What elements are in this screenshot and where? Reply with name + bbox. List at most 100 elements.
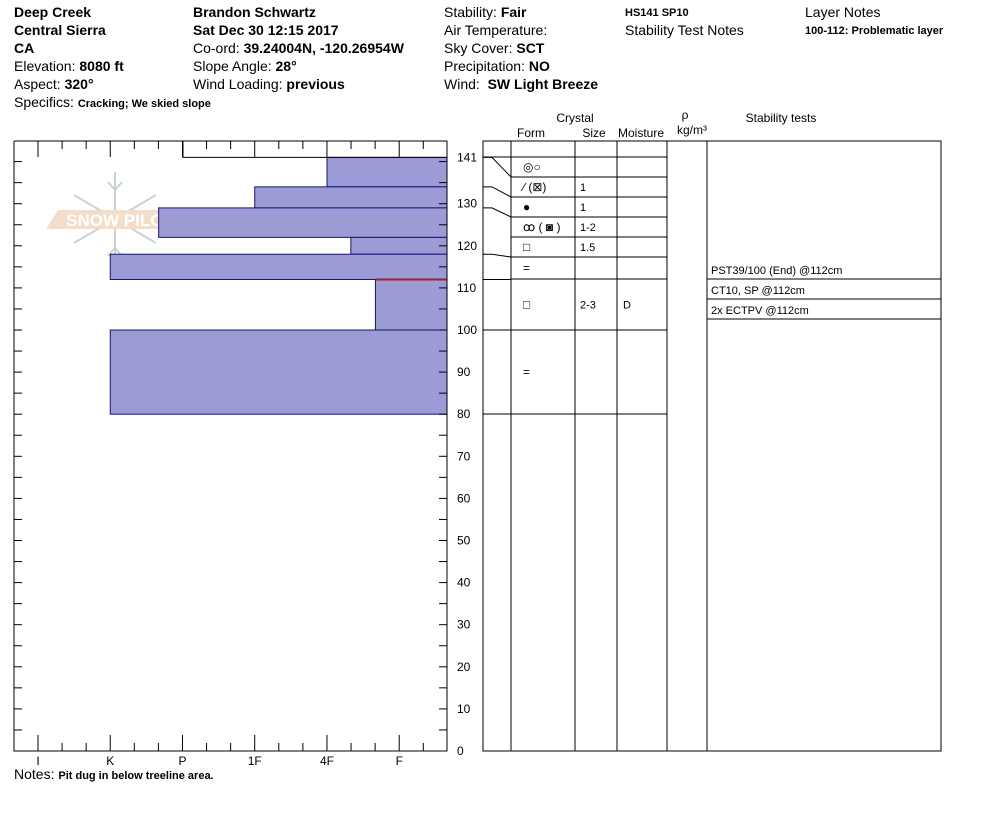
depth-tick-label: 141	[457, 150, 477, 164]
crystal-form: ●	[523, 200, 530, 214]
aspect-value: 320°	[64, 76, 94, 92]
density-symbol: ρ	[682, 108, 689, 122]
hs-sp: HS141 SP10	[625, 7, 689, 19]
stability-test-notes-label: Stability Test Notes	[625, 22, 744, 38]
crystal-form: ꝏ ( ◙ )	[523, 220, 560, 234]
notes: Notes: Pit dug in below treeline area.	[14, 765, 214, 785]
wind-value: SW Light Breeze	[487, 76, 599, 92]
table-header: Crystal Form Size Moisture ρ kg/m³ Stabi…	[517, 108, 816, 140]
hardness-tick-label: F	[396, 754, 403, 768]
hardness-layer-bar	[326, 156, 448, 188]
coord: Co-ord: 39.24004N, -120.26954W	[193, 39, 404, 57]
depth-tick-label: 30	[457, 618, 471, 632]
wind-loading-value: previous	[286, 76, 345, 92]
notes-value: Pit dug in below treeline area.	[58, 770, 214, 782]
crystal-form: ∕ (⊠)	[520, 180, 546, 194]
precip-value: NO	[528, 58, 550, 74]
hardness-layer-bar	[158, 207, 448, 238]
moisture-header: Moisture	[618, 126, 664, 140]
crystal-form: =	[523, 261, 530, 275]
specifics-value: Cracking; We skied slope	[77, 98, 211, 110]
state: CA	[14, 40, 35, 56]
stability-test-result: 2x ECTPV @112cm	[711, 305, 809, 317]
layer-connector-line	[483, 207, 512, 218]
hardness-layer-bar	[109, 253, 448, 280]
wind-loading-label: Wind Loading:	[193, 76, 283, 92]
wind-loading: Wind Loading: previous	[193, 75, 345, 93]
depth-tick-label: 10	[457, 702, 471, 716]
crystal-form: □	[523, 298, 530, 312]
crystal-size: 1	[580, 202, 586, 214]
stability-label: Stability:	[444, 4, 497, 20]
depth-tick-label: 130	[457, 197, 477, 211]
specifics: Specifics: Cracking; We skied slope	[14, 93, 211, 113]
crystal-size: 1-2	[580, 222, 596, 234]
stability-test-result: CT10, SP @112cm	[711, 285, 805, 297]
precip-label: Precipitation:	[444, 58, 525, 74]
depth-tick-label: 120	[457, 239, 477, 253]
hardness-layer-bar	[254, 186, 448, 209]
density-unit: kg/m³	[677, 123, 707, 137]
depth-tick-label: 90	[457, 365, 471, 379]
aspect-label: Aspect:	[14, 76, 61, 92]
location: Deep Creek	[14, 4, 92, 20]
elevation-value: 8080 ft	[79, 58, 124, 74]
profile-table-frame	[482, 140, 942, 752]
hardness-layer-bar	[350, 236, 448, 255]
stability-value: Fair	[500, 4, 527, 20]
depth-tick-label: 20	[457, 660, 471, 674]
depth-tick-label: 80	[457, 407, 471, 421]
depth-tick-label: 110	[457, 281, 476, 295]
hardness-tick-label: 4F	[320, 754, 334, 768]
specifics-label: Specifics:	[14, 94, 74, 110]
slope-value: 28°	[275, 58, 297, 74]
layer-notes: 100-112: Problematic layer	[805, 25, 944, 37]
crystal-moisture: D	[623, 300, 631, 312]
stability-test-result: PST39/100 (End) @112cm	[711, 265, 842, 277]
notes-label: Notes:	[14, 766, 55, 782]
crystal-form: ◎○	[523, 160, 541, 174]
crystal-size: 1.5	[580, 242, 595, 254]
depth-tick-label: 0	[457, 744, 464, 758]
air-temperature-label: Air Temperature:	[444, 22, 548, 38]
aspect: Aspect: 320°	[14, 75, 94, 93]
depth-tick-label: 60	[457, 491, 471, 505]
hardness-layer-bar	[109, 329, 448, 415]
hardness-tick-label: I	[36, 754, 39, 768]
depth-tick-label: 100	[457, 323, 477, 337]
elevation-label: Elevation:	[14, 58, 76, 74]
hardness-tick-label: 1F	[248, 754, 262, 768]
crystal-form: □	[523, 240, 530, 254]
crystal-size: 2-3	[580, 300, 596, 312]
crystal-header: Crystal	[556, 111, 593, 125]
sky-value: SCT	[516, 40, 545, 56]
layer-connector-line	[483, 156, 512, 178]
depth-tick-label: 50	[457, 534, 471, 548]
elevation: Elevation: 8080 ft	[14, 57, 124, 75]
logo-text: SNOW PILOT	[66, 211, 174, 230]
wind-label: Wind:	[444, 76, 480, 92]
coord-label: Co-ord:	[193, 40, 240, 56]
hardness-layer-bar	[374, 278, 448, 331]
size-header: Size	[582, 126, 606, 140]
layer-connector-line	[483, 186, 512, 198]
hardness-tick-label: P	[178, 754, 186, 768]
form-header: Form	[517, 126, 545, 140]
slope-angle: Slope Angle: 28°	[193, 57, 297, 75]
precipitation: Precipitation: NO	[444, 57, 550, 75]
layer-notes-label: Layer Notes	[805, 4, 881, 20]
depth-tick-label: 70	[457, 449, 471, 463]
hardness-tick-label: K	[106, 754, 114, 768]
crystal-size: 1	[580, 182, 586, 194]
datetime: Sat Dec 30 12:15 2017	[193, 22, 339, 38]
layer-connector-line	[483, 253, 512, 258]
wind: Wind: SW Light Breeze	[444, 75, 598, 93]
sky-label: Sky Cover:	[444, 40, 513, 56]
slope-label: Slope Angle:	[193, 58, 272, 74]
observer: Brandon Schwartz	[193, 4, 316, 20]
depth-tick-label: 40	[457, 576, 471, 590]
sky-cover: Sky Cover: SCT	[444, 39, 544, 57]
stability-tests-header: Stability tests	[746, 111, 817, 125]
stability: Stability: Fair	[444, 3, 527, 21]
